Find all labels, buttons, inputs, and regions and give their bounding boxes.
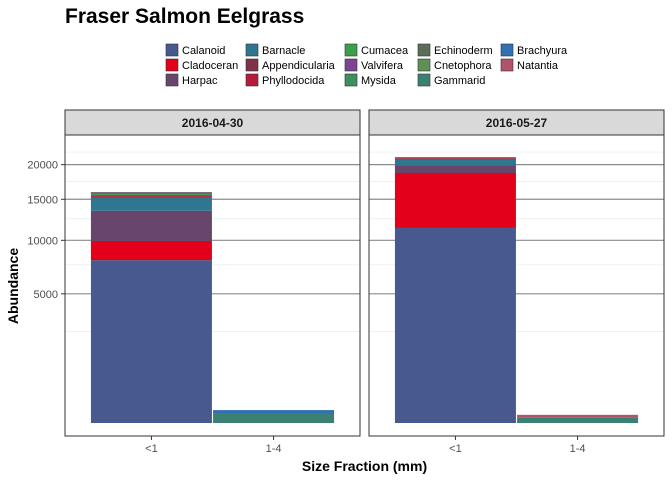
- y-axis: 5000 10000 15000 20000: [27, 160, 65, 301]
- bar-segment-harpac: [90, 210, 212, 241]
- bar-segment-brachyura: [394, 157, 516, 158]
- chart-title: Fraser Salmon Eelgrass: [65, 5, 304, 28]
- x-axis-title: Size Fraction (mm): [302, 458, 427, 474]
- legend-swatch-brachyura: [500, 43, 514, 57]
- legend-swatch-cnetophora: [417, 58, 431, 72]
- bar-segment-harpac: [394, 165, 516, 173]
- y-axis-title: Abundance: [5, 248, 21, 324]
- legend-label-barnacle: Barnacle: [262, 45, 305, 57]
- legend-swatch-gammarid: [417, 73, 431, 87]
- legend-swatch-phyllodocida: [245, 73, 259, 87]
- legend-label-calanoid: Calanoid: [182, 45, 225, 57]
- bar-segment-appendicularia: [90, 196, 212, 198]
- legend-swatch-harpac: [165, 73, 179, 87]
- legend-label-appendicularia: Appendicularia: [262, 60, 336, 72]
- legend-swatch-echinoderm: [417, 43, 431, 57]
- facet-strip: [64, 109, 361, 136]
- bar-segment-cumacea: [90, 194, 212, 196]
- legend-label-harpac: Harpac: [182, 75, 218, 87]
- panels: 2016-04-30 2016-05-27: [64, 109, 665, 437]
- bar-segment-cladoceran: [90, 240, 212, 261]
- legend-swatch-appendicularia: [245, 58, 259, 72]
- facet-strip: [368, 109, 665, 136]
- bar-segment-brachyura: [213, 410, 335, 413]
- bar-segment-calanoid: [394, 227, 516, 423]
- legend-swatch-natantia: [500, 58, 514, 72]
- legend-swatch-mysida: [344, 73, 358, 87]
- legend-swatch-cumacea: [344, 43, 358, 57]
- legend-swatch-valvifera: [344, 58, 358, 72]
- legend-swatch-barnacle: [245, 43, 259, 57]
- x-tick-label: 1-4: [570, 443, 586, 455]
- panel-border: [64, 134, 361, 437]
- x-tick-label: <1: [449, 443, 462, 455]
- bar-segment-cladoceran: [394, 172, 516, 228]
- x-tick-label: <1: [145, 443, 158, 455]
- panel-2016-04-30: 2016-04-30: [64, 109, 361, 437]
- facet-strip-label: 2016-04-30: [182, 116, 244, 130]
- bar-segment-cnetophora: [90, 192, 212, 194]
- legend-label-mysida: Mysida: [361, 75, 397, 87]
- bar-segment-valvifera: [90, 193, 212, 195]
- y-tick-label: 20000: [27, 160, 58, 172]
- bar-segment-phyllodocida: [90, 195, 212, 197]
- bar-segment-gammarid: [213, 412, 335, 423]
- legend-label-brachyura: Brachyura: [517, 45, 568, 57]
- bar-segment-mysida: [394, 157, 516, 159]
- legend-label-echinoderm: Echinoderm: [434, 45, 493, 57]
- legend-swatch-cladoceran: [165, 58, 179, 72]
- bar-segment-barnacle: [394, 159, 516, 166]
- panel-2016-05-27: 2016-05-27: [368, 109, 665, 437]
- bar-segment-gammarid: [517, 417, 639, 423]
- legend: Calanoid Cladoceran Harpac Barnacle Appendic…: [165, 43, 568, 87]
- x-tick-label: 1-4: [266, 443, 282, 455]
- y-tick-label: 5000: [34, 289, 58, 301]
- legend-swatch-calanoid: [165, 43, 179, 57]
- x-axis: <1 1-4 <1 1-4: [145, 436, 586, 455]
- legend-label-cladoceran: Cladoceran: [182, 60, 238, 72]
- legend-label-cnetophora: Cnetophora: [434, 60, 492, 72]
- bar-segment-natantia: [517, 414, 639, 418]
- y-tick-label: 15000: [27, 194, 58, 206]
- facet-strip-label: 2016-05-27: [486, 116, 548, 130]
- bar-segment-barnacle: [90, 197, 212, 211]
- legend-label-valvifera: Valvifera: [361, 60, 404, 72]
- legend-label-gammarid: Gammarid: [434, 75, 485, 87]
- legend-label-phyllodocida: Phyllodocida: [262, 75, 325, 87]
- y-tick-label: 10000: [27, 235, 58, 247]
- bar-segment-calanoid: [90, 260, 212, 423]
- legend-label-cumacea: Cumacea: [361, 45, 409, 57]
- bar-segment-natantia: [90, 192, 212, 193]
- panel-border: [368, 134, 665, 437]
- bar-segment-phyllodocida: [394, 158, 516, 160]
- legend-label-natantia: Natantia: [517, 60, 559, 72]
